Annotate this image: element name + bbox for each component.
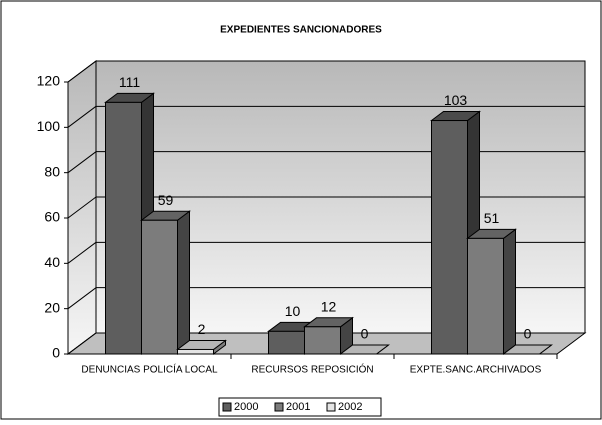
x-tick-label: EXPTE.SANC.ARCHIVADOS [410,365,542,376]
grid-line [67,151,97,174]
value-label: 0 [361,326,369,342]
y-tick-label: 20 [44,299,60,315]
legend-box [218,397,382,417]
y-tick-label: 0 [52,345,60,361]
bar-side [503,228,516,355]
bar [431,120,468,355]
value-label: 12 [321,299,337,315]
grid-line [67,196,97,219]
legend-swatch [326,402,336,412]
bar-top [339,344,390,355]
value-label: 10 [285,303,301,319]
y-tick-label: 40 [44,254,60,270]
legend-label: 2000 [234,401,258,413]
y-tick-label: 100 [37,118,61,134]
grid-line [67,105,97,128]
legend-swatch [274,402,284,412]
value-label: 2 [198,321,206,337]
bar [467,237,504,355]
y-tick-label: 120 [37,73,61,89]
value-label: 111 [119,74,140,90]
bar [304,326,341,355]
bar-side [177,210,190,355]
legend: 2000 2001 2002 [218,397,382,417]
y-tick-label: 80 [44,163,60,179]
value-label: 51 [484,210,500,226]
legend-swatch [222,402,232,412]
bar [268,330,305,355]
x-tick-label: RECURSOS REPOSICIÓN [251,363,373,376]
value-label: 103 [444,92,468,108]
x-tick-label: DENUNCIAS POLICÍA LOCAL [81,363,218,376]
legend-label: 2002 [338,401,362,413]
bar [141,219,178,355]
legend-label: 2001 [286,401,310,413]
bar [177,348,214,355]
bar [105,101,142,355]
y-tick-label: 60 [44,209,60,225]
grid-line [67,287,97,310]
value-label: 59 [158,192,174,208]
chart-title: EXPEDIENTES SANCIONADORES [220,25,382,36]
grid-line [67,332,97,355]
grid-line [67,60,97,83]
bar-top [502,344,553,355]
value-label: 0 [524,326,532,342]
grid-line [67,241,97,264]
